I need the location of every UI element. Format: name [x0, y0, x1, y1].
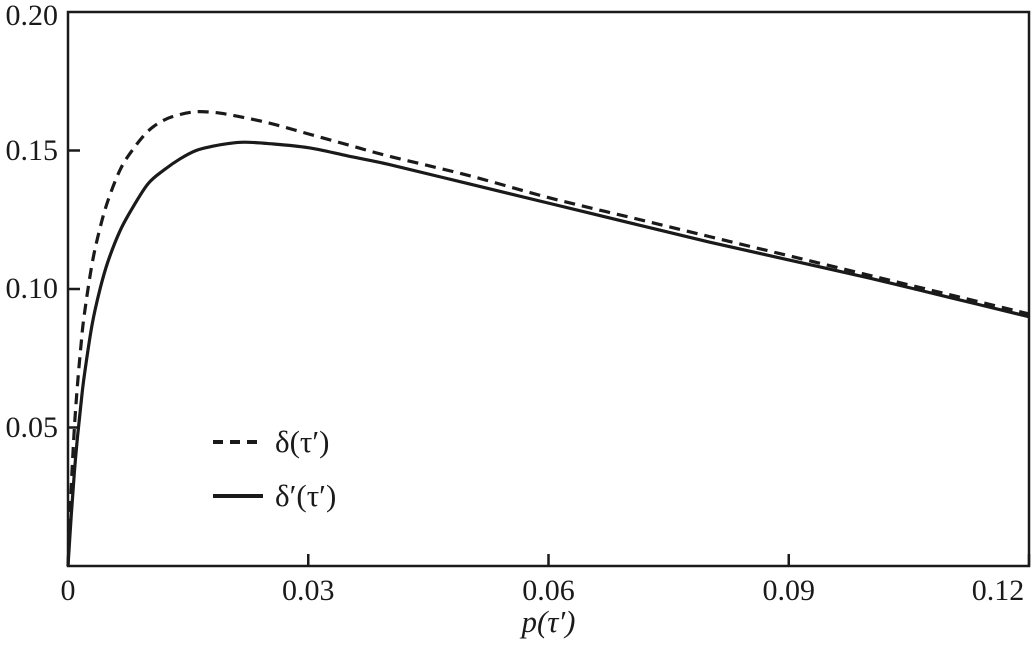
legend: δ(τ′) δ′(τ′) — [213, 420, 336, 528]
solid-line-sample-icon — [213, 494, 263, 498]
x-tick-label: 0.12 — [971, 574, 1025, 607]
dashed-line-sample-icon — [213, 440, 263, 444]
y-tick-label: 0.10 — [5, 272, 59, 305]
y-tick-label: 0.15 — [5, 133, 59, 167]
legend-item-solid: δ′(τ′) — [213, 474, 336, 518]
y-tick-label: 0.20 — [5, 0, 59, 32]
x-tick-label: 0.09 — [762, 574, 816, 607]
y-tick-label: 0.05 — [5, 410, 59, 444]
x-tick-label: 0.03 — [282, 574, 335, 607]
x-tick-label: 0.06 — [522, 574, 575, 607]
x-tick-label: 0 — [60, 574, 76, 607]
legend-label-solid: δ′(τ′) — [275, 478, 337, 513]
series-curve-solid — [66, 140, 1030, 567]
series-curve-dashed — [66, 109, 1030, 567]
legend-item-dashed: δ(τ′) — [213, 420, 336, 464]
legend-label-dashed: δ(τ′) — [275, 424, 330, 459]
x-axis-title: p(τ′) — [521, 604, 576, 639]
